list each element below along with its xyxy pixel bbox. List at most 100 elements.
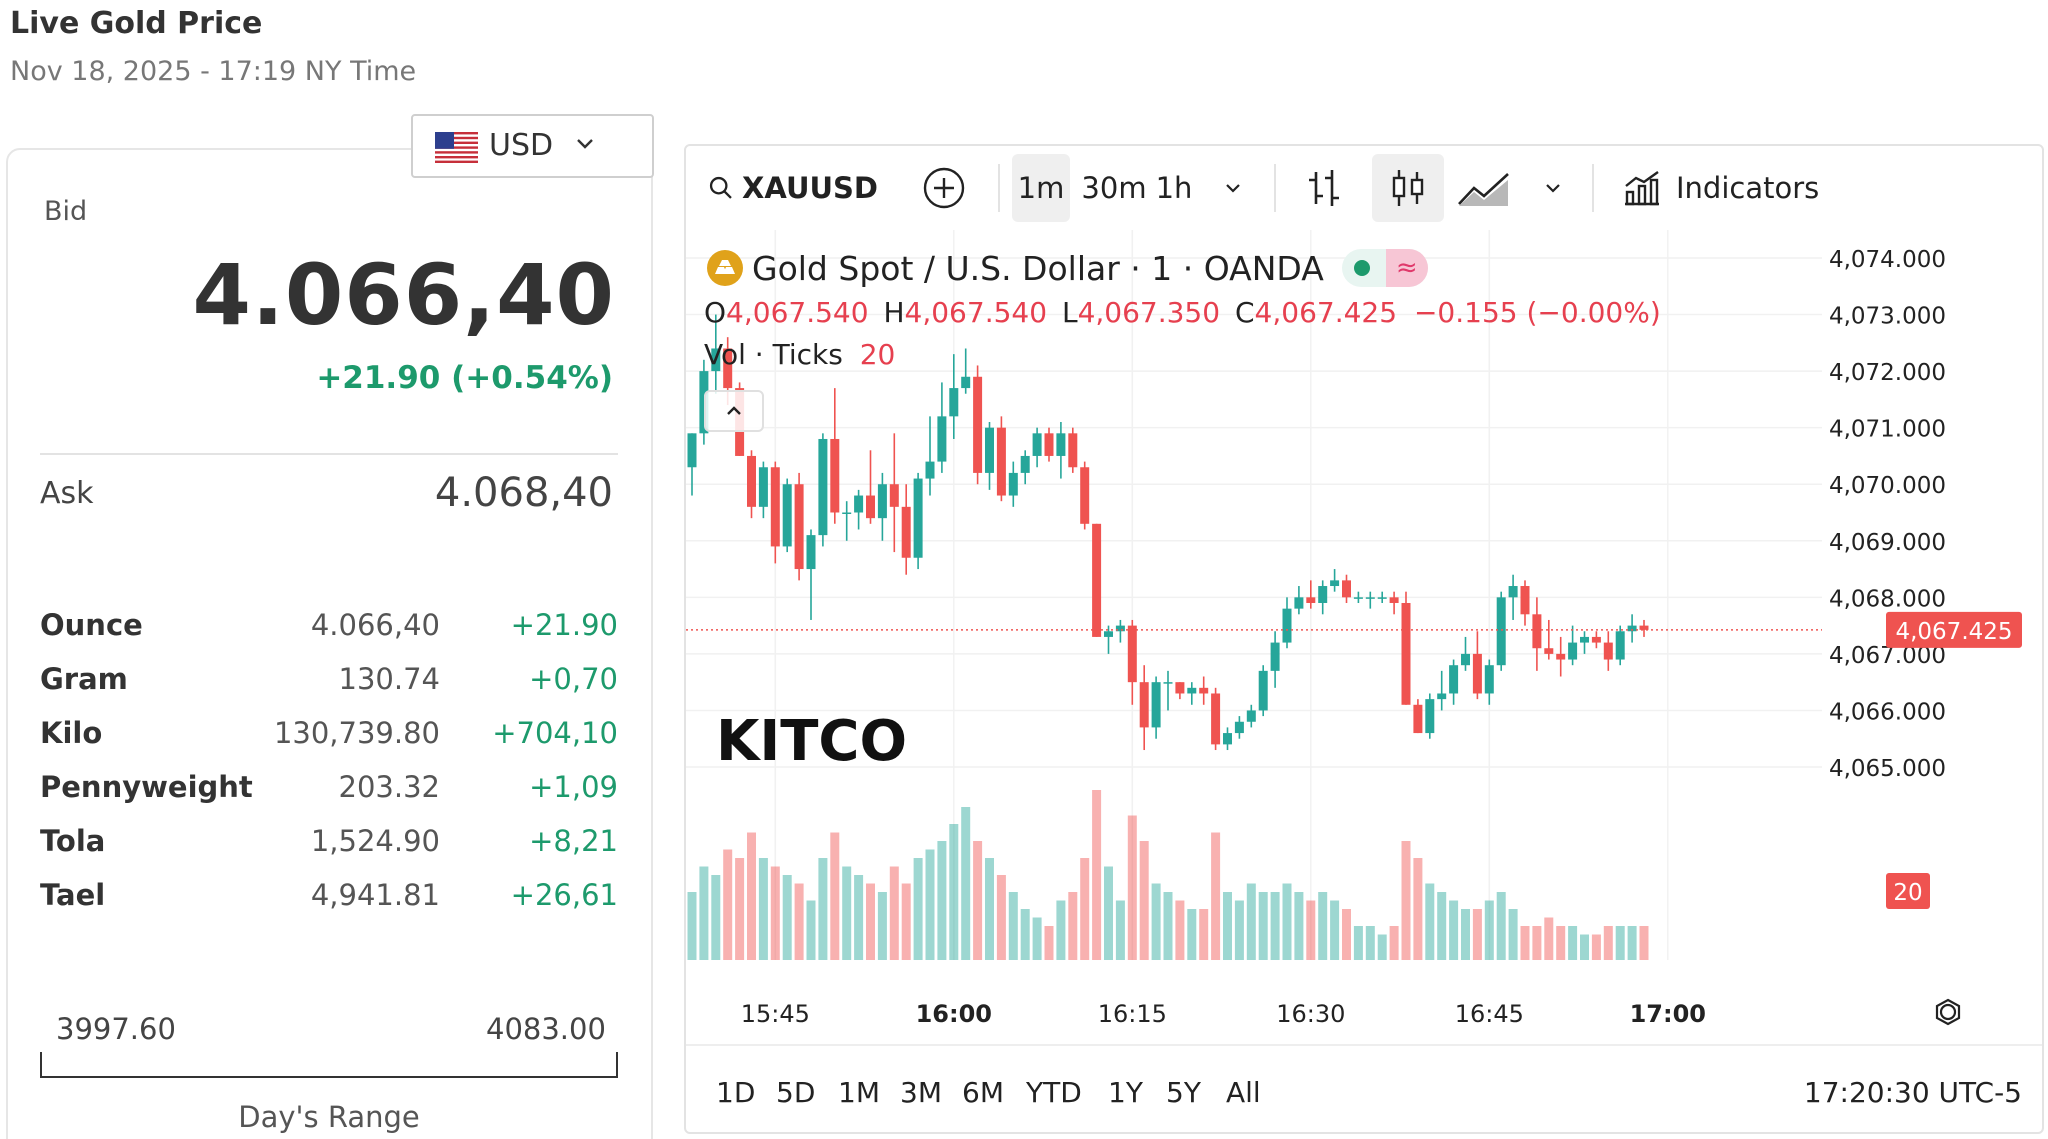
unit-change: +8,21 xyxy=(529,824,618,858)
candle-body xyxy=(1294,597,1304,609)
area-chart-icon xyxy=(1458,173,1509,206)
period-1d[interactable]: 1D xyxy=(716,1076,756,1109)
volume-bar xyxy=(1556,926,1566,960)
candle-body xyxy=(1318,586,1328,603)
y-tick-label: 4,073.000 xyxy=(1829,304,1946,330)
volume-bar xyxy=(1175,900,1185,960)
volume-bar xyxy=(1353,926,1363,960)
volume-bar xyxy=(770,866,780,960)
y-tick-label: 4,071.000 xyxy=(1829,417,1946,443)
price-chart[interactable]: 4,074.000 4,073.000 4,072.000 4,071.000 4,07… xyxy=(686,230,2042,1042)
volume-bar xyxy=(1437,892,1447,960)
unit-price: 130.74 xyxy=(338,662,440,696)
settings-gear-icon xyxy=(1939,1003,1957,1021)
interval-1h[interactable]: 1h xyxy=(1155,171,1193,205)
gold-symbol-icon xyxy=(707,250,743,286)
candle-body xyxy=(818,438,828,536)
period-5y[interactable]: 5Y xyxy=(1166,1076,1201,1109)
ohlc-legend: O4,067.540 H4,067.540 L4,067.350 C4,067.… xyxy=(704,296,1661,329)
candle-body xyxy=(1353,597,1363,599)
volume-bar xyxy=(1627,926,1637,960)
volume-bar xyxy=(687,892,697,960)
volume-bar xyxy=(1318,892,1328,960)
candle-body xyxy=(877,484,887,519)
volume-bar xyxy=(1520,926,1530,960)
volume-bar xyxy=(1306,900,1316,960)
page-title: Live Gold Price xyxy=(10,6,263,41)
symbol-search-button[interactable]: XAUUSD xyxy=(708,154,878,222)
day-range-label: Day's Range xyxy=(238,1100,420,1134)
indicators-button[interactable]: Indicators xyxy=(1622,154,1822,222)
area-style-button[interactable] xyxy=(1456,154,1516,222)
candle-body xyxy=(1377,597,1387,599)
candle-body xyxy=(901,506,911,558)
period-1y[interactable]: 1Y xyxy=(1108,1076,1143,1109)
volume-bar xyxy=(1104,866,1113,960)
candle-body xyxy=(1270,642,1280,671)
candle-body xyxy=(1163,682,1173,684)
chevron-down-icon xyxy=(1226,184,1240,193)
period-3m[interactable]: 3M xyxy=(900,1076,942,1109)
high-value: 4,067.540 xyxy=(904,296,1048,329)
bar-style-button[interactable] xyxy=(1304,154,1348,222)
candle-body xyxy=(1068,433,1078,468)
compare-button[interactable] xyxy=(922,154,970,222)
candle-body xyxy=(1223,733,1232,745)
volume-bar xyxy=(1056,900,1066,960)
volume-bar xyxy=(1449,900,1459,960)
candle-body xyxy=(1258,670,1268,711)
volume-bar xyxy=(1020,909,1030,960)
volume-bar xyxy=(1187,909,1197,960)
candle-body xyxy=(770,467,780,547)
unit-price: 4.066,40 xyxy=(310,608,440,642)
candle-body xyxy=(854,495,864,513)
candle-body xyxy=(758,467,768,507)
period-1m[interactable]: 1M xyxy=(838,1076,880,1109)
open-value: 4,067.540 xyxy=(726,296,869,329)
period-6m[interactable]: 6M xyxy=(962,1076,1004,1109)
period-5d[interactable]: 5D xyxy=(776,1076,816,1109)
chart-type-dropdown[interactable] xyxy=(1542,154,1572,222)
period-all[interactable]: All xyxy=(1226,1076,1261,1109)
candles-style-button[interactable] xyxy=(1372,154,1444,222)
candle-body xyxy=(1544,648,1554,654)
x-tick-label: 17:00 xyxy=(1630,1000,1706,1028)
toolbar-separator xyxy=(998,164,1000,212)
candle-body xyxy=(1199,687,1209,694)
low-label: L xyxy=(1061,296,1078,329)
unit-row-pennyweight: Pennyweight 203.32 +1,09 xyxy=(40,770,620,824)
interval-1m[interactable]: 1m xyxy=(1012,154,1070,222)
unit-price: 203.32 xyxy=(338,770,440,804)
volume-bar xyxy=(1282,883,1292,960)
unit-row-tael: Tael 4,941.81 +26,61 xyxy=(40,878,620,932)
unit-name: Gram xyxy=(40,662,128,696)
volume-bar xyxy=(1258,892,1268,960)
volume-bar xyxy=(735,858,745,960)
volume-bar xyxy=(1389,926,1399,960)
candle-body xyxy=(1413,704,1423,734)
volume-bar xyxy=(1425,883,1435,960)
market-status-badge[interactable]: ≈ xyxy=(1341,249,1428,287)
currency-selector[interactable]: USD xyxy=(411,114,654,178)
candle-body xyxy=(699,371,709,434)
unit-change: +704,10 xyxy=(492,716,618,750)
interval-dropdown[interactable] xyxy=(1222,154,1252,222)
collapse-legend-button[interactable] xyxy=(704,390,764,432)
candle-body xyxy=(1080,467,1090,524)
volume-bar xyxy=(747,832,756,960)
kitco-watermark: KITCO xyxy=(716,709,907,774)
volume-bar xyxy=(1532,926,1542,960)
interval-30m[interactable]: 30m xyxy=(1081,171,1147,205)
price-card xyxy=(6,148,653,1139)
volume-bar xyxy=(782,875,792,960)
candle-body xyxy=(687,433,697,468)
unit-name: Ounce xyxy=(40,608,143,642)
y-tick-label: 4,070.000 xyxy=(1829,473,1946,499)
candle-body xyxy=(1092,523,1102,637)
candle-body xyxy=(1365,597,1375,599)
candle-body xyxy=(1104,631,1113,637)
open-label: O xyxy=(704,296,727,329)
volume-bar xyxy=(830,832,840,960)
period-ytd[interactable]: YTD xyxy=(1026,1076,1082,1109)
volume-bar xyxy=(806,900,816,960)
